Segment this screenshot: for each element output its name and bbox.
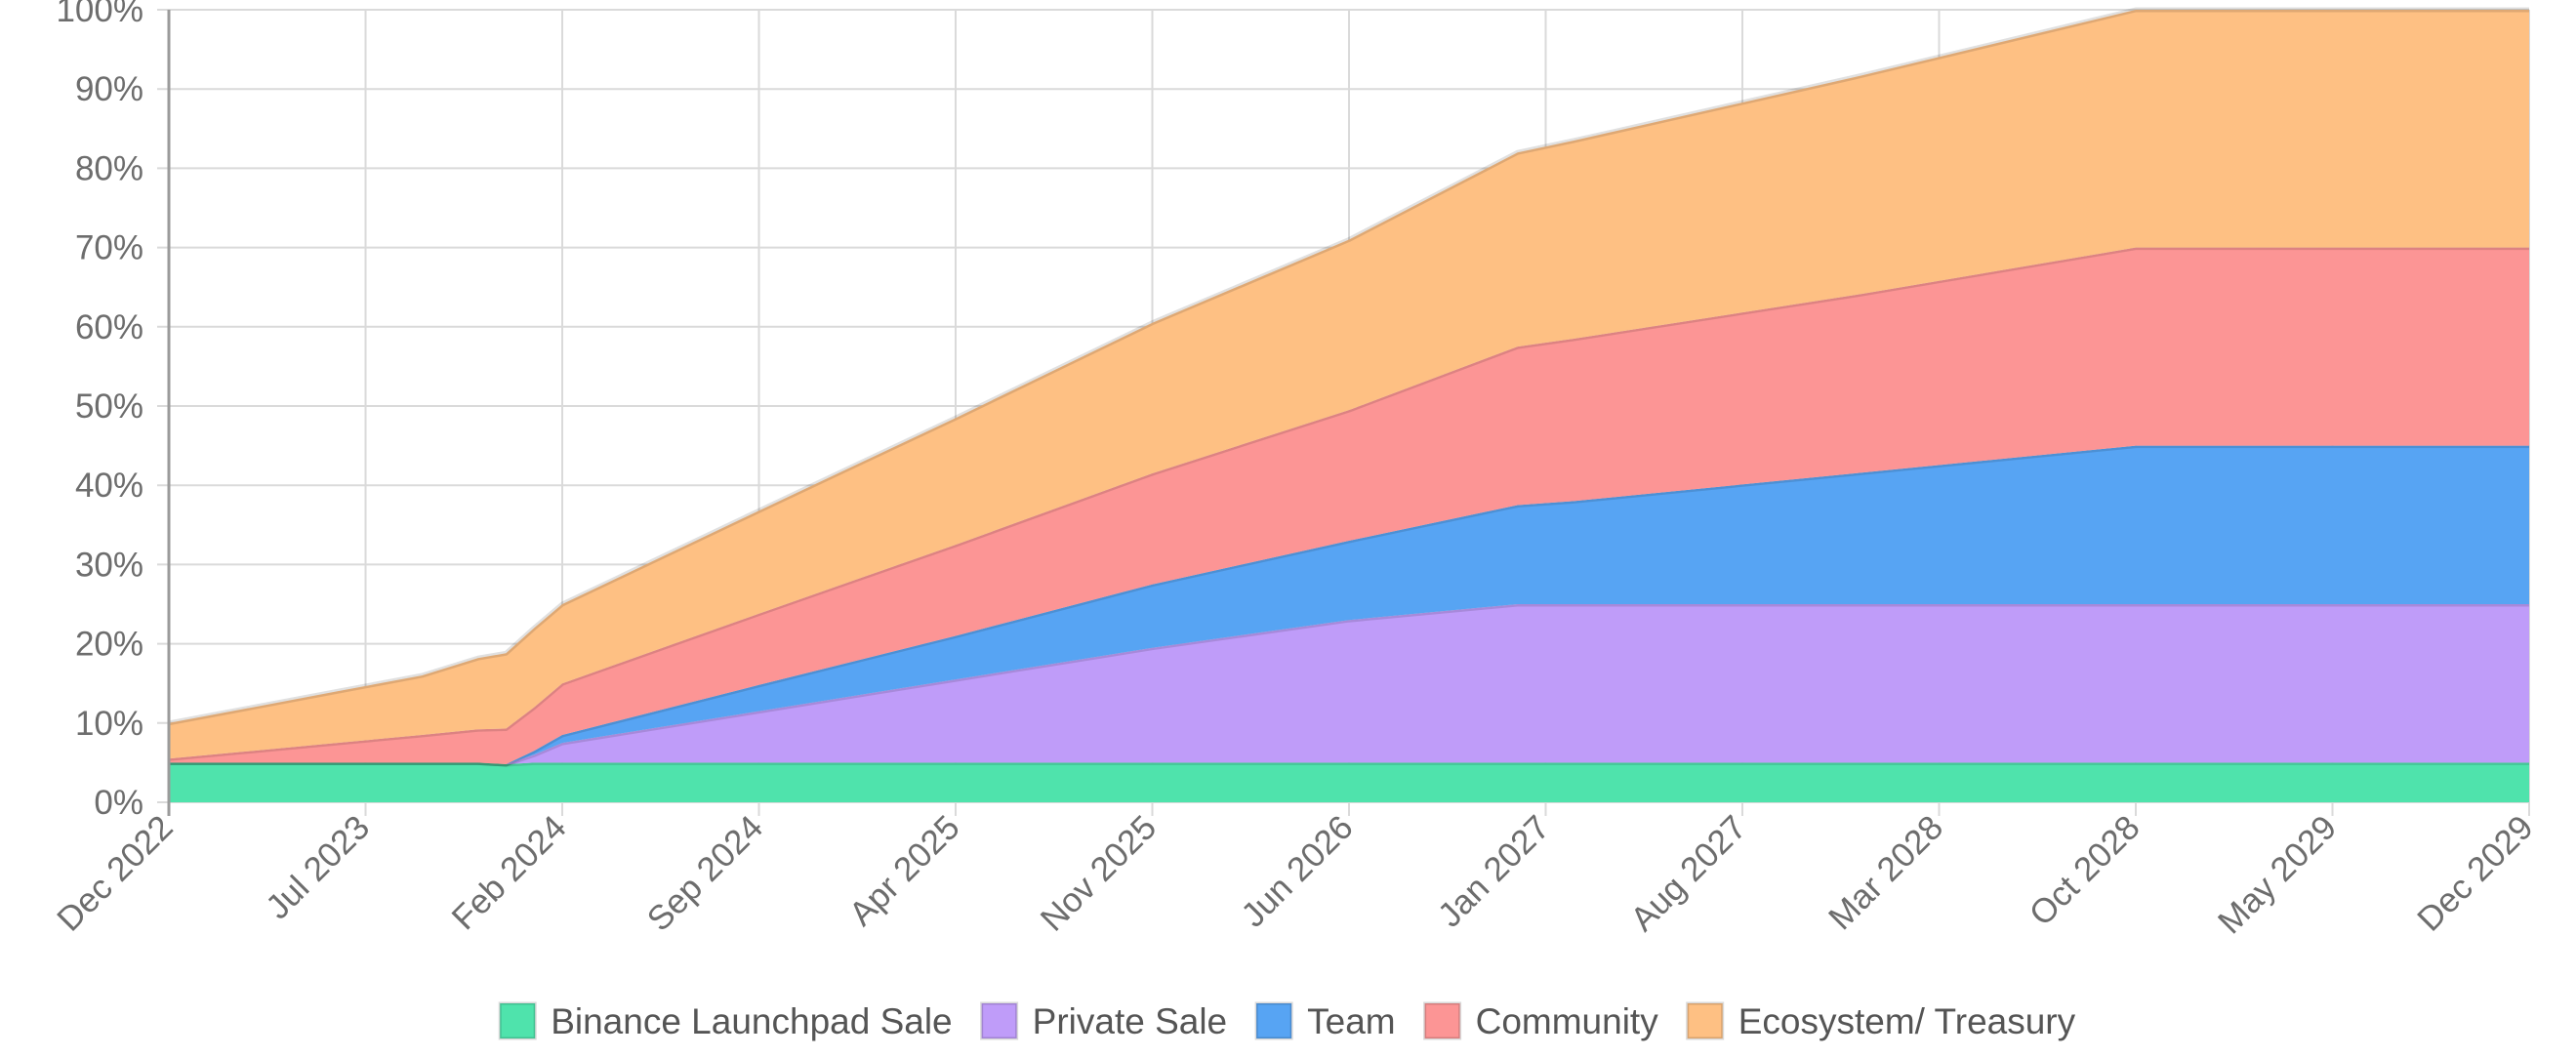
x-tick-label: Aug 2027 [1623,808,1754,939]
x-tick-label: Jun 2026 [1234,808,1360,934]
x-tick-label: Oct 2028 [2023,808,2147,933]
x-tick-label: Dec 2029 [2410,808,2541,939]
area-series-edge-5 [168,7,2529,726]
y-tick-label: 80% [75,149,143,187]
y-tick-label: 0% [94,784,143,822]
x-tick-label: Nov 2025 [1034,808,1165,939]
x-tick-label: Mar 2028 [1821,808,1950,937]
legend-swatch [980,1001,1019,1040]
legend-swatch [1423,1001,1462,1040]
legend-swatch [1254,1001,1293,1040]
y-tick-label: 60% [75,308,143,346]
y-tick-label: 100% [56,0,143,29]
x-tick-label: Feb 2024 [444,808,573,937]
x-tick-label: Apr 2025 [842,808,967,933]
y-tick-label: 40% [75,467,143,505]
legend-label: Community [1476,1001,1659,1041]
x-tick-label: Dec 2022 [50,808,181,939]
area-series-1 [169,762,2529,802]
legend-swatch [498,1001,537,1040]
x-tick-label: May 2029 [2211,808,2344,941]
y-tick-label: 30% [75,546,143,584]
area-series-3 [169,445,2529,764]
legend-label: Ecosystem/ Treasury [1738,1001,2076,1041]
y-tick-label: 10% [75,705,143,743]
y-tick-label: 20% [75,626,143,664]
area-series-4 [169,247,2529,765]
area-layer [168,7,2529,802]
y-tick-label: 90% [75,70,143,108]
area-series-2 [169,604,2529,764]
legend: Binance Launchpad Sale Private Sale Team Co… [498,1001,2076,1041]
y-tick-label: 70% [75,229,143,267]
x-tick-label: Jan 2027 [1431,808,1557,934]
x-tick-label: Sep 2024 [640,808,771,939]
legend-label: Team [1307,1001,1395,1041]
x-tick-label: Jul 2023 [259,808,377,926]
legend-label: Binance Launchpad Sale [551,1001,952,1041]
area-series-5 [169,10,2529,759]
legend-label: Private Sale [1033,1001,1228,1041]
y-tick-label: 50% [75,387,143,426]
legend-swatch [1686,1001,1725,1040]
